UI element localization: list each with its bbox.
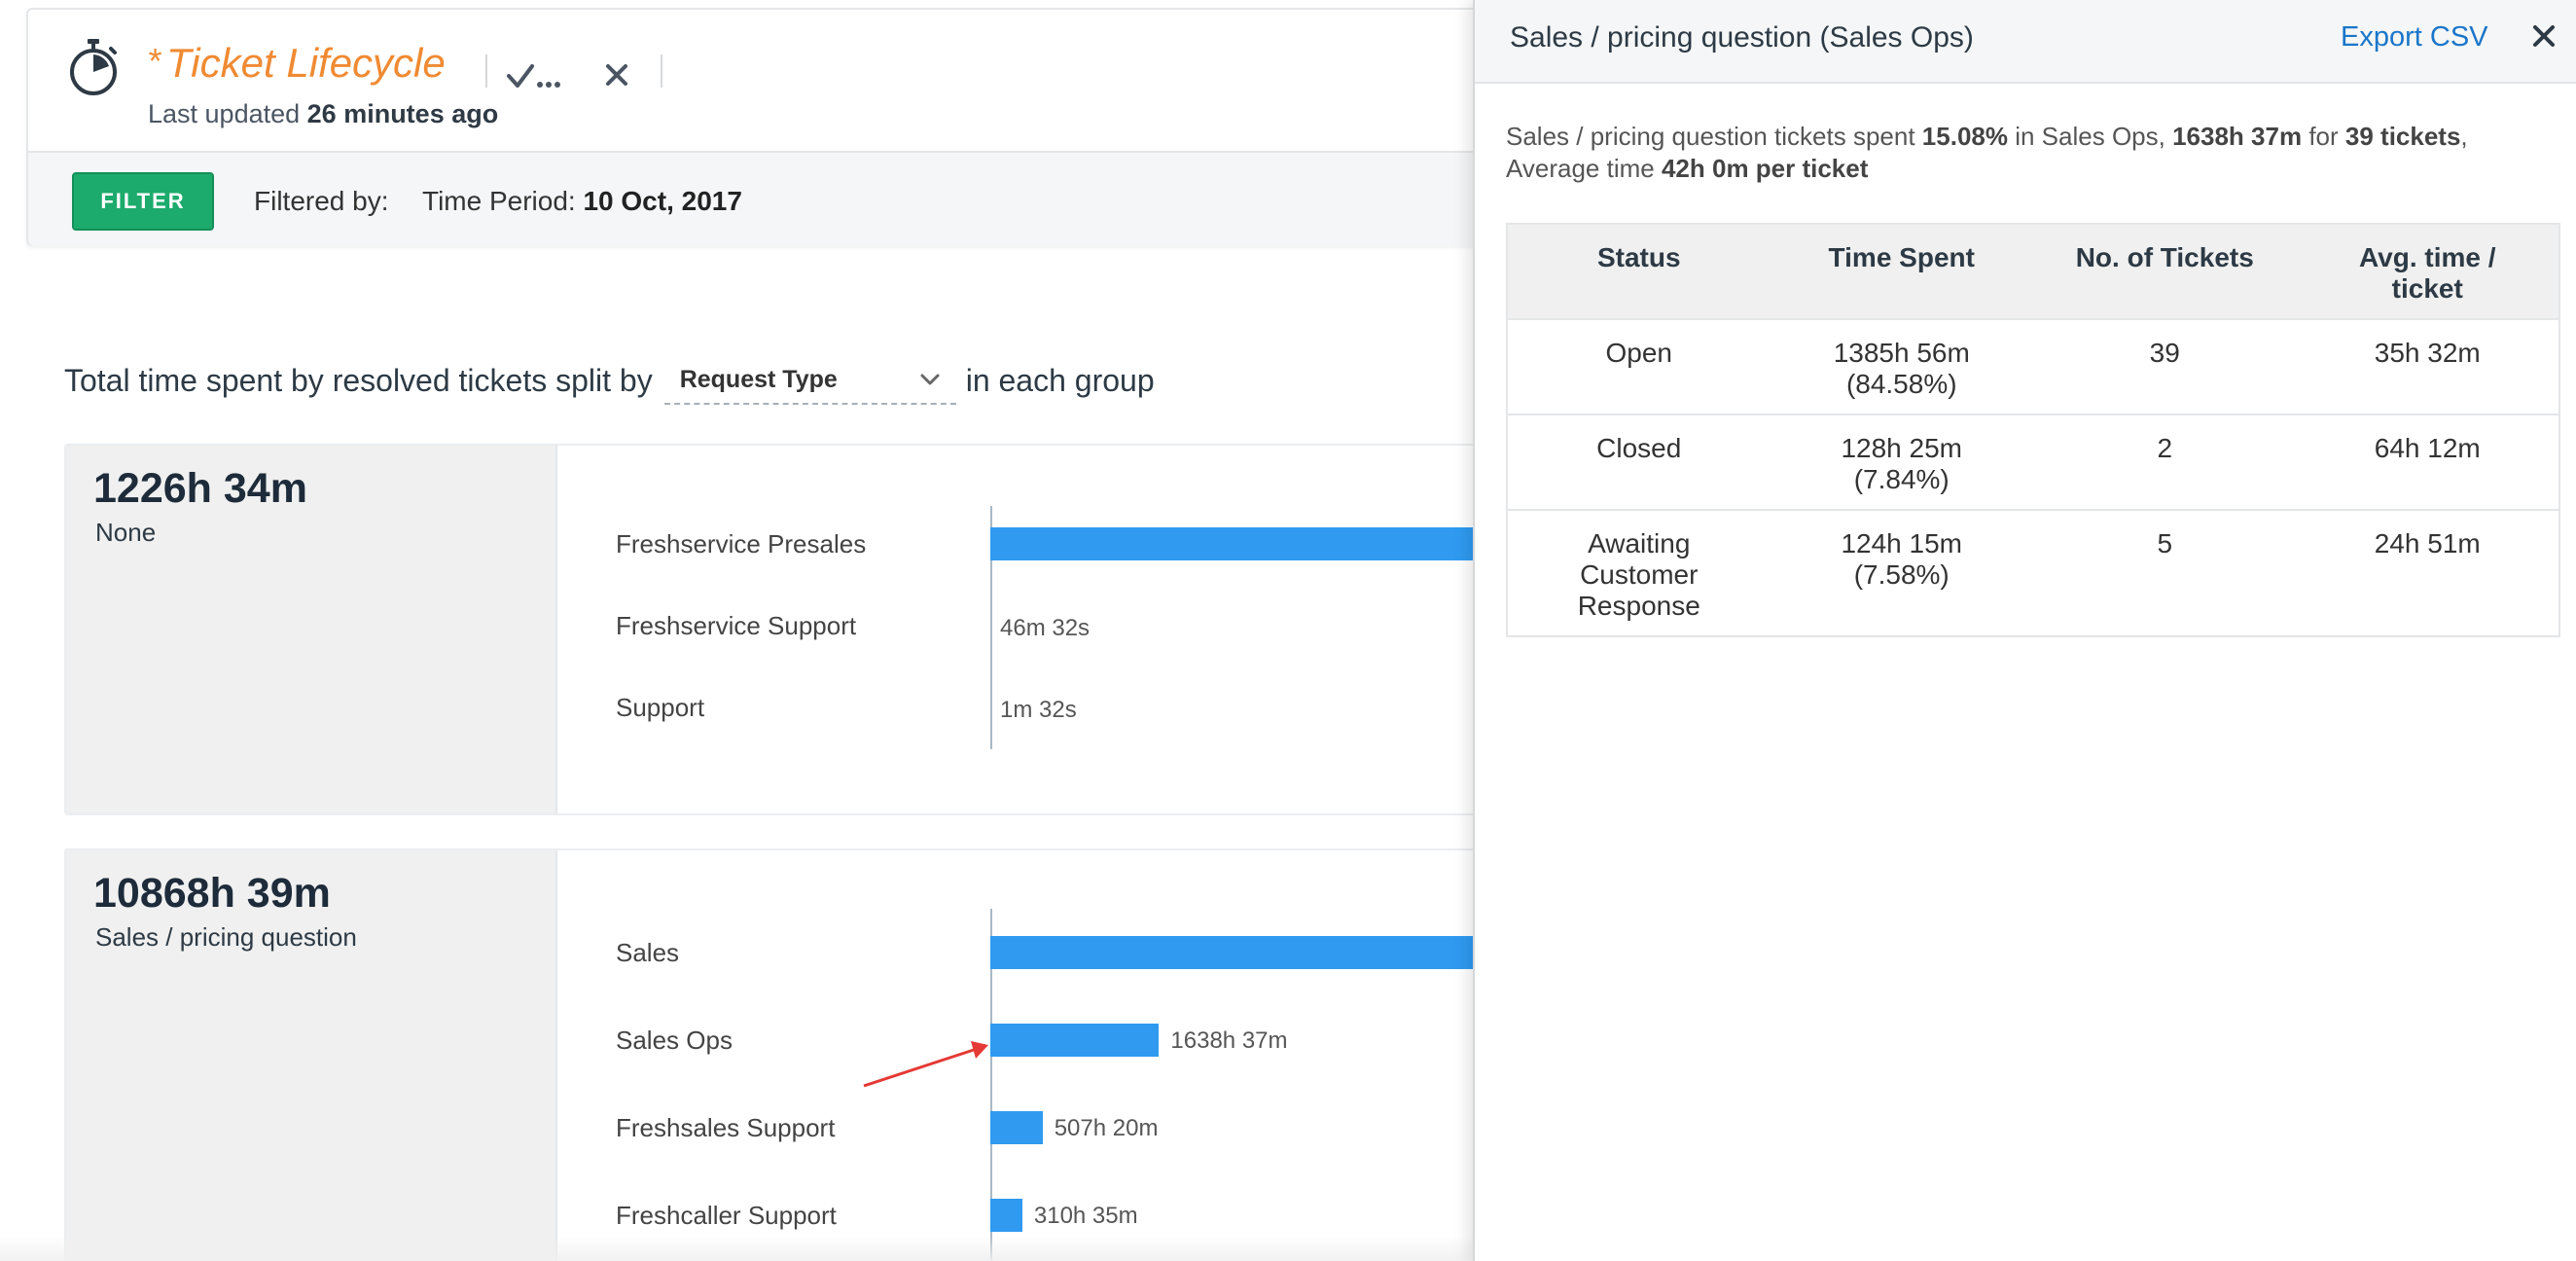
bar-label: Support xyxy=(616,693,705,722)
cell-pct: (7.84%) xyxy=(1853,464,1950,494)
cell-avg: 35h 32m xyxy=(2296,318,2559,414)
split-suffix: in each group xyxy=(965,362,1155,398)
column-header: No. of Tickets xyxy=(2033,224,2297,319)
group-bar-chart: Sales Sales Ops 1638h 37m Freshsales Sup… xyxy=(555,850,2109,1261)
bar-value: 310h 35m xyxy=(1033,1203,1138,1229)
bar[interactable] xyxy=(990,1111,1043,1144)
stopwatch-icon xyxy=(70,39,117,95)
group-card-none[interactable]: 1226h 34m None Freshservice Presales Fre… xyxy=(64,444,2109,815)
panel-header: Sales / pricing question (Sales Ops) Exp… xyxy=(1475,0,2576,84)
cell-time: 128h 25m xyxy=(1841,433,1963,463)
close-icon[interactable] xyxy=(2531,23,2557,49)
report-header: * Ticket Lifecycle Last updated 26 minute… xyxy=(26,8,1524,246)
bar-label: Freshservice Support xyxy=(616,611,857,640)
cell-pct: (84.58%) xyxy=(1845,369,1957,399)
chart-axis xyxy=(990,909,992,1261)
summary-percent: 15.08% xyxy=(1921,122,2008,151)
cell-status: Open xyxy=(1507,318,1771,414)
last-updated-prefix: Last updated xyxy=(148,99,301,128)
summary-text: Sales / pricing question tickets spent xyxy=(1506,122,1915,151)
time-period-label: Time Period: xyxy=(422,186,576,216)
split-by-value: Request Type xyxy=(679,365,838,393)
column-header: Status xyxy=(1507,224,1771,319)
cell-time: 124h 15m xyxy=(1841,528,1963,558)
group-name: Sales / pricing question xyxy=(95,922,357,952)
group-card-sales-pricing[interactable]: 10868h 39m Sales / pricing question Sale… xyxy=(64,848,2109,1261)
cell-time-spent: 128h 25m (7.84%) xyxy=(1770,414,2033,510)
bar-label: Freshservice Presales xyxy=(616,529,867,558)
column-header: Avg. time / ticket xyxy=(2296,224,2559,319)
group-total: 1226h 34m xyxy=(93,465,307,512)
panel-summary: Sales / pricing question tickets spent 1… xyxy=(1506,121,2537,185)
summary-average: 42h 0m per ticket xyxy=(1661,154,1869,183)
group-name: None xyxy=(95,518,157,547)
report-title-text: Ticket Lifecycle xyxy=(166,40,446,86)
table-row: Awaiting Customer Response 124h 15m (7.58… xyxy=(1507,509,2559,636)
scroll-fade xyxy=(0,1236,1473,1261)
summary-text: , Average time xyxy=(1506,122,2468,183)
save-check-icon[interactable] xyxy=(505,58,563,93)
bar-label: Sales xyxy=(616,938,680,967)
filter-button[interactable]: FILTER xyxy=(72,172,214,231)
column-header: Time Spent xyxy=(1770,224,2033,319)
bar-label: Freshsales Support xyxy=(616,1113,836,1142)
split-by-dropdown[interactable]: Request Type xyxy=(663,356,956,405)
last-updated-value: 26 minutes ago xyxy=(306,99,499,128)
export-csv-link[interactable]: Export CSV xyxy=(2341,21,2488,53)
bar-value: 46m 32s xyxy=(1000,615,1091,641)
group-summary: 10868h 39m Sales / pricing question xyxy=(66,850,555,1261)
title-divider-2 xyxy=(661,54,662,88)
time-period-filter[interactable]: Time Period: 10 Oct, 2017 xyxy=(422,186,742,217)
close-icon[interactable] xyxy=(602,60,631,90)
split-sentence: Total time spent by resolved tickets spl… xyxy=(64,356,1155,405)
cell-avg: 24h 51m xyxy=(2296,509,2559,636)
cell-count: 39 xyxy=(2033,318,2297,414)
cell-pct: (7.58%) xyxy=(1853,559,1950,590)
bar-value: 507h 20m xyxy=(1054,1115,1159,1141)
table-row: Closed 128h 25m (7.84%) 2 64h 12m xyxy=(1507,414,2559,510)
cell-status: Awaiting Customer Response xyxy=(1507,509,1771,636)
bar-label: Freshcaller Support xyxy=(616,1201,837,1230)
group-summary: 1226h 34m None xyxy=(66,446,555,813)
cell-time-spent: 1385h 56m (84.58%) xyxy=(1770,318,2033,414)
cell-time: 1385h 56m xyxy=(1833,338,1970,368)
bar-value: 1m 32s xyxy=(1000,697,1077,723)
bar[interactable] xyxy=(990,1024,1160,1057)
cell-avg: 64h 12m xyxy=(2296,414,2559,510)
unsaved-star: * xyxy=(147,41,161,81)
group-total: 10868h 39m xyxy=(93,870,331,917)
filtered-by-label: Filtered by: xyxy=(254,186,389,216)
filter-bar: FILTER Filtered by: Time Period: 10 Oct,… xyxy=(28,151,1522,246)
bar-label: Sales Ops xyxy=(616,1026,733,1055)
bar-value: 1638h 37m xyxy=(1170,1027,1288,1054)
title-row: * Ticket Lifecycle Last updated 26 minute… xyxy=(28,10,1522,151)
chevron-down-icon xyxy=(920,374,940,385)
time-period-value: 10 Oct, 2017 xyxy=(583,186,742,216)
last-updated: Last updated 26 minutes ago xyxy=(148,99,498,129)
summary-text: in Sales Ops, xyxy=(2015,122,2165,151)
bar[interactable] xyxy=(990,1199,1022,1232)
table-header-row: Status Time Spent No. of Tickets Avg. ti… xyxy=(1507,224,2559,319)
summary-text: for xyxy=(2308,122,2339,151)
summary-tickets: 39 tickets xyxy=(2344,122,2461,151)
summary-time: 1638h 37m xyxy=(2172,122,2303,151)
title-divider xyxy=(485,54,487,88)
chart-axis xyxy=(990,506,992,749)
report-title: * Ticket Lifecycle xyxy=(147,39,446,90)
cell-count: 5 xyxy=(2033,509,2297,636)
panel-title: Sales / pricing question (Sales Ops) xyxy=(1510,21,1974,54)
group-bar-chart: Freshservice Presales Freshservice Suppo… xyxy=(555,446,2109,813)
detail-panel: Sales / pricing question (Sales Ops) Exp… xyxy=(1473,0,2576,1261)
status-table: Status Time Spent No. of Tickets Avg. ti… xyxy=(1506,223,2560,637)
split-prefix: Total time spent by resolved tickets spl… xyxy=(64,362,653,398)
cell-time-spent: 124h 15m (7.58%) xyxy=(1770,509,2033,636)
cell-status: Closed xyxy=(1507,414,1771,510)
table-row: Open 1385h 56m (84.58%) 39 35h 32m xyxy=(1507,318,2559,414)
cell-count: 2 xyxy=(2033,414,2297,510)
